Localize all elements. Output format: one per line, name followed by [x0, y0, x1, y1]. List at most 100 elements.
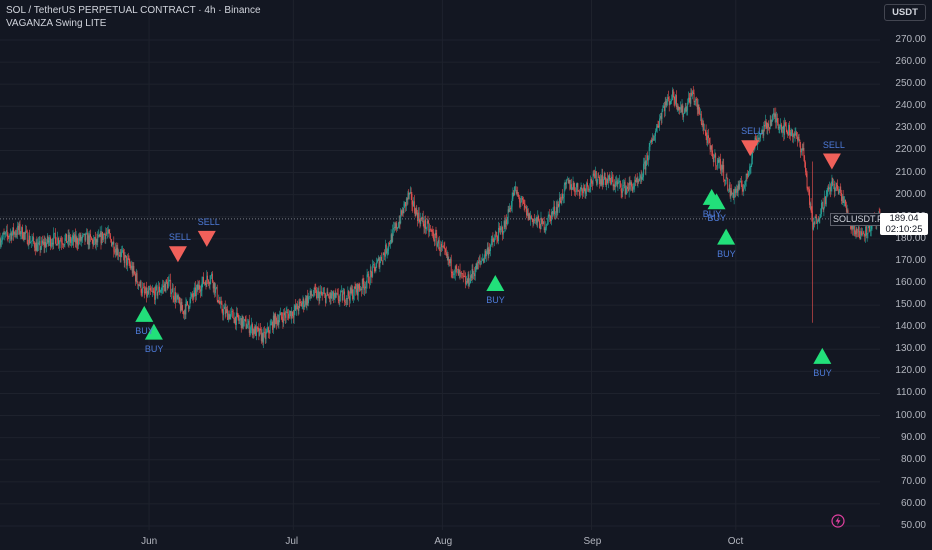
- candle: [490, 243, 491, 257]
- candle-body: [24, 232, 26, 234]
- candle-body: [663, 105, 665, 108]
- candle-body: [259, 328, 261, 336]
- candle: [813, 221, 815, 228]
- candle: [708, 128, 709, 145]
- candle: [802, 143, 804, 152]
- candle: [53, 227, 55, 249]
- candle-body: [837, 189, 839, 195]
- candle: [766, 122, 768, 134]
- candle-body: [16, 233, 18, 235]
- candle-body: [111, 244, 113, 247]
- candle-body: [726, 177, 728, 179]
- candle: [346, 298, 348, 306]
- candle-body: [617, 182, 619, 185]
- candle: [199, 285, 201, 298]
- symbol-title[interactable]: SOL / TetherUS PERPETUAL CONTRACT · 4h ·…: [6, 5, 261, 16]
- candle-body: [233, 318, 235, 323]
- candle-body: [303, 298, 305, 308]
- candle: [255, 324, 257, 337]
- candle: [89, 230, 91, 249]
- candle: [111, 242, 113, 248]
- candle: [198, 281, 200, 290]
- currency-button[interactable]: USDT: [884, 4, 926, 21]
- candle: [644, 155, 646, 175]
- candle-body: [239, 319, 241, 321]
- candle-body: [389, 242, 390, 245]
- candle-body: [247, 324, 249, 328]
- candle-body: [753, 148, 755, 150]
- candle-body: [397, 227, 398, 229]
- candle-body: [591, 179, 592, 184]
- candle: [458, 265, 459, 276]
- candle-body: [258, 328, 260, 336]
- candle-body: [620, 184, 622, 192]
- candle: [601, 168, 603, 187]
- candle-body: [157, 291, 159, 296]
- candle: [305, 295, 307, 309]
- candle: [788, 122, 790, 137]
- candle-body: [144, 292, 146, 294]
- candle-body: [565, 182, 567, 185]
- candle: [728, 178, 730, 193]
- candle-body: [2, 237, 3, 241]
- candle: [705, 124, 707, 141]
- candle-body: [406, 198, 408, 200]
- candle-body: [732, 192, 733, 195]
- candle-body: [514, 186, 516, 188]
- candle-body: [65, 233, 67, 239]
- candle: [65, 233, 67, 241]
- candle: [729, 182, 731, 199]
- candle-body: [793, 134, 794, 137]
- candle: [828, 184, 830, 192]
- candle: [637, 176, 639, 188]
- candle-body: [615, 181, 616, 188]
- sell-signal-label: SELL: [197, 216, 220, 227]
- buy-signal-marker: [135, 305, 154, 322]
- candle: [633, 183, 635, 190]
- candle-body: [254, 326, 256, 334]
- candle-body: [823, 207, 825, 210]
- candle: [660, 113, 661, 121]
- candle: [808, 186, 810, 196]
- candle-body: [60, 240, 62, 242]
- candle: [427, 215, 429, 225]
- candle: [489, 243, 491, 254]
- candle: [546, 217, 548, 226]
- candle-body: [546, 223, 548, 225]
- candle-body: [564, 182, 566, 185]
- candle-body: [828, 186, 830, 189]
- candle: [783, 120, 785, 141]
- candle: [771, 119, 773, 126]
- candle: [44, 236, 46, 253]
- candle-body: [421, 217, 422, 220]
- candle: [841, 193, 843, 205]
- candle-body: [50, 237, 51, 247]
- candle: [613, 183, 615, 192]
- candle-body: [536, 217, 538, 223]
- candle-body: [0, 242, 2, 246]
- indicator-title[interactable]: VAGANZA Swing LITE: [6, 18, 107, 29]
- candle-body: [163, 284, 165, 288]
- candle-body: [292, 315, 294, 318]
- candle: [856, 227, 858, 238]
- candle: [573, 181, 575, 192]
- candle: [798, 133, 800, 142]
- candle-body: [666, 101, 668, 106]
- candle-body: [218, 301, 220, 303]
- candle: [526, 204, 527, 219]
- candle-body: [96, 239, 98, 243]
- candle-body: [394, 226, 396, 228]
- candle-body: [156, 286, 158, 296]
- candle-body: [62, 244, 64, 246]
- candle-body: [458, 268, 459, 276]
- candle-body: [855, 228, 857, 235]
- candle-body: [234, 316, 236, 323]
- candle: [703, 120, 705, 135]
- candle-body: [117, 247, 119, 255]
- candle-body: [99, 232, 101, 237]
- candle-body: [26, 231, 28, 244]
- candle: [351, 284, 353, 296]
- candle-body: [271, 321, 273, 325]
- lightning-circle-icon[interactable]: [831, 514, 845, 528]
